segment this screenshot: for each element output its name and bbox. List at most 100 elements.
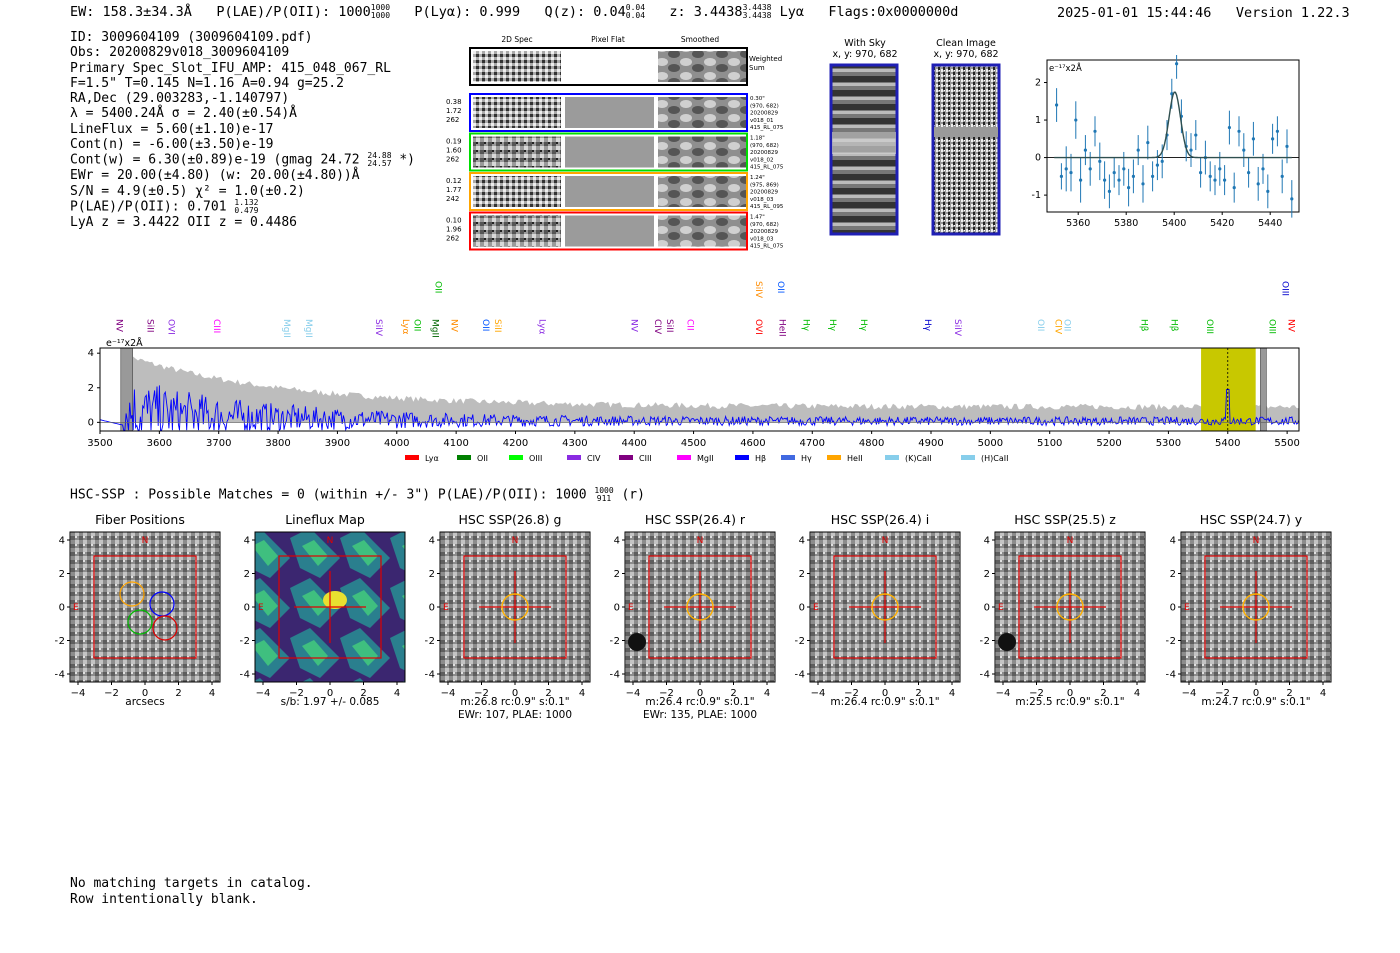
sky-images (829, 63, 1001, 236)
info-radec: RA,Dec (29.003283,-1.140797) (70, 91, 290, 107)
x-tick-label: −2 (659, 688, 674, 699)
data-point (1107, 189, 1111, 193)
data-point (1175, 62, 1179, 66)
x-tick-label: 5500 (1274, 438, 1299, 449)
y-tick-label: −4 (610, 670, 620, 681)
lineflux-peak (323, 591, 347, 609)
target-circle (686, 593, 714, 621)
line-label: HeII (777, 319, 787, 337)
legend-label: Hβ (755, 454, 766, 463)
x-tick-label: −4 (1182, 688, 1197, 699)
x-tick-label: 0 (1253, 688, 1259, 699)
y-tick-label: 4 (88, 348, 94, 359)
y-tick-label: −4 (980, 670, 990, 681)
line-label: CIII (211, 319, 221, 333)
line-label: MgII (303, 319, 313, 338)
y-tick-label: −4 (795, 670, 805, 681)
info-block: ID: 3009604109 (3009604109.pdf) Obs: 202… (70, 30, 415, 230)
compass-east: E (813, 603, 819, 613)
bright-source (628, 633, 646, 651)
legend-label: Lyα (425, 454, 439, 463)
x-tick-label: 4800 (859, 438, 884, 449)
x-tick-label: 5360 (1066, 218, 1090, 229)
x-tick-label: 4 (209, 688, 215, 699)
legend-item: MgII (677, 454, 714, 463)
compass-east: E (628, 603, 634, 613)
line-label: OIII (1279, 281, 1289, 296)
info-contn: Cont(n) = -6.00(±3.50)e-19 (70, 137, 274, 153)
x-tick-label: 0 (327, 688, 333, 699)
row-meta: 415_RL_075 (750, 244, 784, 250)
line-label: CIV (1053, 319, 1063, 335)
x-tick-label: 4300 (562, 438, 587, 449)
x-tick-label: 5420 (1210, 218, 1234, 229)
data-point (1093, 129, 1097, 133)
clean-image (931, 63, 1001, 236)
cutout-grid: 2D Spec Pixel Flat Smoothed Weighted Sum… (446, 35, 784, 251)
y-tick-label: 0 (614, 603, 620, 614)
row-meta: 20200829 (750, 150, 778, 156)
y-tick-label: −2 (240, 636, 250, 647)
y-tick-label: 2 (799, 569, 805, 580)
row-meta: 20200829 (750, 111, 778, 117)
legend-swatch (677, 455, 691, 460)
line-label: Lyα (400, 319, 410, 335)
data-point (1232, 186, 1236, 190)
x-tick-label: 4 (764, 688, 770, 699)
info-lineflux: LineFlux = 5.60(±1.10)e-17 (70, 121, 274, 137)
weighted-label-1: Weighted (749, 55, 782, 63)
hsc-panel-image: N E 4 2 0 −2 −4 −4 −2 0 2 4 (795, 531, 961, 699)
fiber-circle (152, 615, 178, 641)
x-tick-label: 2 (545, 688, 551, 699)
x-tick-label: 5300 (1156, 438, 1181, 449)
line-label: Lyα (536, 319, 546, 335)
z-value: z: 3.4438 (669, 4, 743, 20)
line-label: OII (480, 319, 490, 331)
legend-swatch (567, 455, 581, 460)
line-label: NV (628, 319, 638, 333)
spectrum-unit-label: e⁻¹⁷x2Å (106, 337, 143, 349)
row-meta: (975, 869) (750, 182, 779, 188)
line-label: OII (775, 281, 785, 293)
aperture-box (833, 555, 937, 659)
data-point (1194, 133, 1198, 137)
x-tick-label: 4 (1320, 688, 1326, 699)
legend-swatch (735, 455, 749, 460)
compass-north: N (697, 536, 704, 546)
data-point (1103, 178, 1107, 182)
x-tick-label: 2 (1100, 688, 1106, 699)
data-point (1280, 174, 1284, 178)
data-point (1160, 159, 1164, 163)
data-point (1069, 170, 1073, 175)
hsc-caption-1: arcsecs (125, 696, 165, 708)
info-obs: Obs: 20200829v018_3009604109 (70, 45, 290, 61)
x-tick-label: −4 (71, 688, 86, 699)
row-meta: 1.24" (750, 175, 765, 181)
data-point (1271, 137, 1275, 141)
hsc-panel-title: HSC SSP(24.7) y (1199, 512, 1303, 527)
compass-east: E (998, 603, 1004, 613)
compass-north: N (882, 536, 889, 546)
data-point (1261, 167, 1265, 171)
qz-hi: 0.04 (625, 3, 646, 12)
data-point (1227, 125, 1231, 130)
y-tick-label: 4 (59, 536, 65, 547)
x-tick-label: −4 (626, 688, 641, 699)
x-tick-label: 3500 (87, 438, 112, 449)
hsc-caption-1: m:26.4 rc:0.9" s:0.1" (830, 696, 940, 708)
info-ewr: EWr = 20.00(±4.80) (w: 20.00(±4.80))Å (70, 168, 360, 184)
data-point (1155, 163, 1159, 167)
x-tick-label: 2 (915, 688, 921, 699)
data-point (1218, 167, 1222, 171)
hsc-panel-image: N E 4 2 0 −2 −4 −4 −2 0 2 4 (240, 531, 406, 699)
x-tick-label: 4 (579, 688, 585, 699)
x-tick-label: 3900 (325, 438, 350, 449)
row-stat: 0.10 (446, 217, 462, 225)
x-tick-label: 5000 (978, 438, 1003, 449)
z-line: Lyα (779, 4, 804, 20)
compass-east: E (443, 603, 449, 613)
x-tick-label: −4 (996, 688, 1011, 699)
data-point (1242, 148, 1246, 152)
